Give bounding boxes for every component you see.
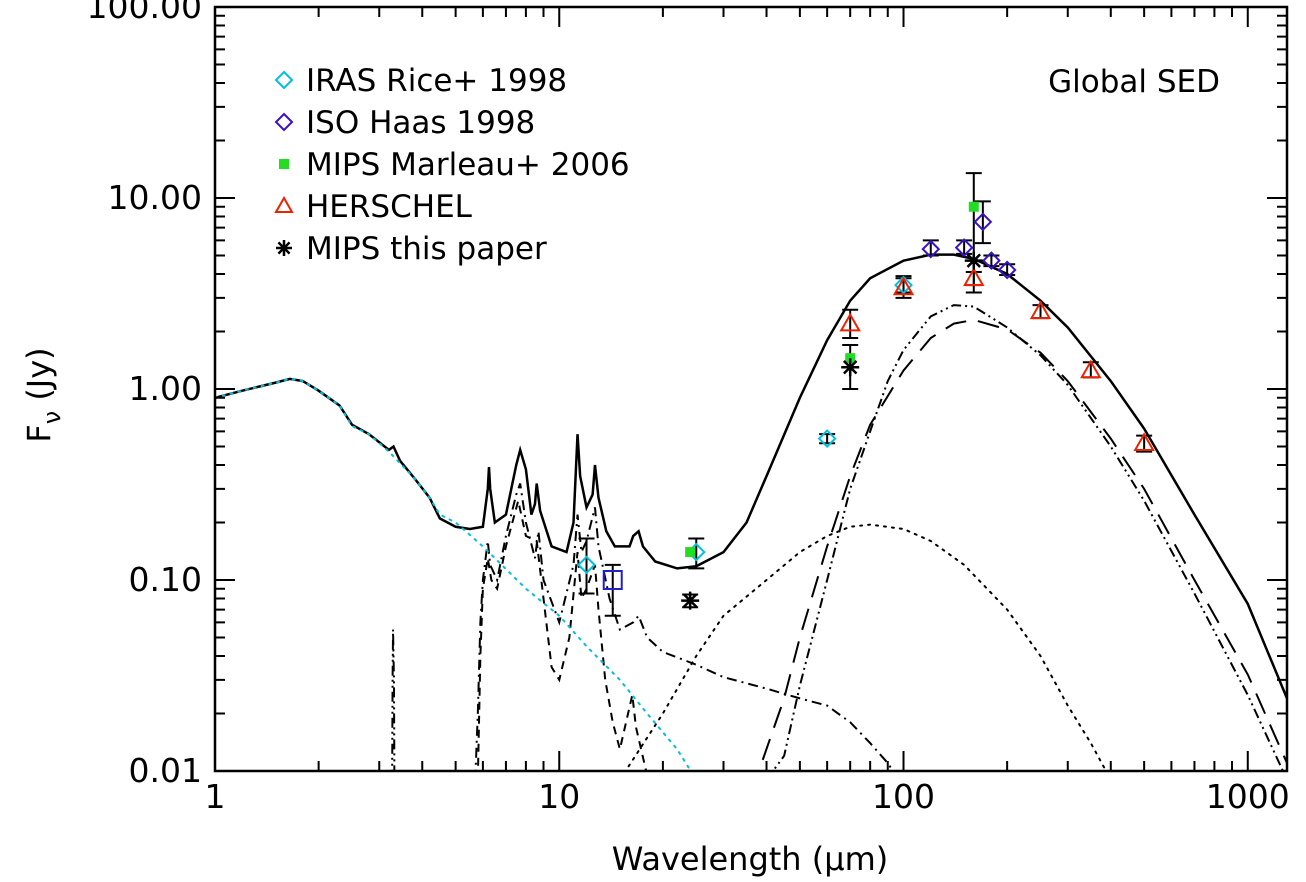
data-point-1-4 [997,260,1017,280]
model-curve-dashed-6 [476,500,648,771]
data-point-3-0 [839,312,861,332]
legend-label-4: MIPS this paper [306,231,547,267]
model-curves [215,253,1287,771]
y-tick-label-0: 0.01 [129,751,202,790]
data-point-3-5 [1133,432,1155,451]
errorbar-1-4 [999,263,1016,277]
data-point-0-3 [894,275,913,295]
legend-label-0: IRAS Rice+ 1998 [306,63,567,99]
extra-errorbar-0 [604,563,621,617]
model-curve-dash-dot-dot-1 [771,304,1285,771]
data-point-3-2 [963,267,985,287]
model-curve-dash-dot-4 [474,483,895,771]
legend-label-2: MIPS Marleau+ 2006 [306,147,630,183]
data-point-0-2 [817,429,837,449]
errorbar-0-2 [819,433,836,445]
data-point-1-3 [981,251,1001,271]
data-point-1-0 [921,239,941,259]
axis-labels: Wavelength (µm) Fν (Jy) Global SED 1 10 10… [20,0,1290,878]
tick-marks [214,6,1287,772]
y-axis-label-main: F [20,424,58,442]
y-tick-label-4: 100.00 [87,0,202,26]
data-point-3-4 [1080,359,1102,379]
errorbar-1-2 [974,200,991,245]
x-tick-label-3: 1000 [1206,777,1290,816]
legend-marker-3 [274,195,294,213]
errorbar-4-2 [965,172,982,294]
y-tick-label-3: 10.00 [108,178,202,217]
model-curve-solid-0 [215,253,1287,699]
data-point-3-3 [1029,300,1052,320]
sed-annotation: Global SED [1048,64,1220,100]
y-axis-label-unit: (Jy) [20,347,58,400]
x-axis-label: Wavelength (µm) [612,840,889,878]
axis-ticks [214,6,1287,772]
y-axis-label: Fν (Jy) [20,347,66,442]
errorbar-1-1 [956,239,973,255]
data-point-3-1 [892,276,915,296]
data-point-4-0 [681,591,700,610]
model-curve-dotted-3 [624,523,1108,771]
data-point-0-0 [577,555,596,575]
data-point-2-1 [845,353,856,364]
extra-point-0 [602,570,623,590]
data-point-2-2 [968,201,979,212]
data-point-1-2 [973,212,993,232]
legend: IRAS Rice+ 1998 ISO Haas 1998 MIPS Marleau… [274,63,630,267]
data-point-2-0 [685,547,696,558]
errorbar-1-3 [983,254,1000,268]
model-curve-long-dash-2 [757,318,1287,771]
errorbar-0-0 [578,537,595,595]
legend-marker-1 [274,112,294,132]
svg-text:Fν (Jy): Fν (Jy) [20,347,66,442]
y-tick-label-2: 1.00 [129,369,202,408]
legend-label-1: ISO Haas 1998 [306,105,535,141]
data-point-4-2 [964,251,983,270]
legend-marker-4 [276,240,292,256]
legend-marker-2 [279,159,289,169]
data-point-1-1 [954,238,974,258]
legend-label-3: HERSCHEL [306,189,473,225]
data-point-4-1 [841,358,860,377]
legend-marker-0 [274,70,294,90]
y-tick-label-1: 0.10 [129,560,202,599]
x-tick-label-2: 100 [872,777,935,816]
data-points [577,172,1155,617]
x-tick-label-1: 10 [538,777,580,816]
x-tick-label-0: 1 [205,777,226,816]
y-axis-label-sub: ν [38,411,66,424]
model-curve-dash-dot-dot-5 [391,629,396,771]
model-curve-dotted-7 [215,377,692,771]
